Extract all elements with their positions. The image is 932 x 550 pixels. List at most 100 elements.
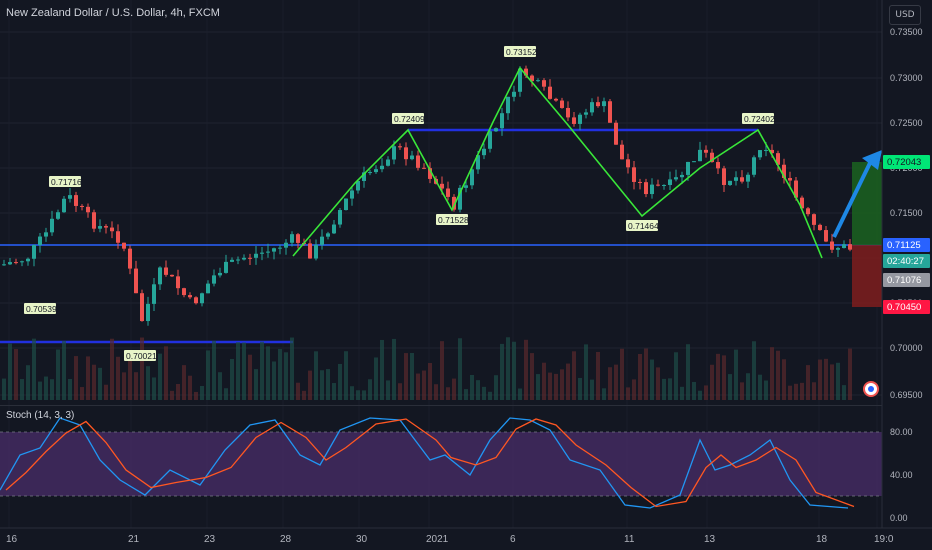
candle-body — [86, 206, 90, 213]
volume-bar — [626, 387, 630, 400]
volume-bar — [14, 349, 18, 400]
candle-body — [20, 261, 24, 263]
candle-body — [326, 233, 330, 237]
volume-bar — [740, 382, 744, 400]
pattern-label: 0.72402 — [742, 113, 775, 124]
volume-bar — [92, 364, 96, 400]
volume-bar — [572, 351, 576, 400]
time-tick: 11 — [624, 534, 635, 545]
candle-body — [230, 259, 234, 262]
candle-body — [128, 248, 132, 269]
candle-body — [848, 244, 852, 250]
volume-bar — [224, 388, 228, 400]
candle-body — [518, 68, 522, 92]
candle-body — [590, 102, 594, 113]
volume-bar — [116, 356, 120, 400]
candle-body — [200, 293, 204, 304]
candle-body — [290, 234, 294, 243]
volume-bar — [494, 375, 498, 400]
pattern-label: 0.72409 — [392, 113, 425, 124]
candle-body — [380, 165, 384, 170]
volume-bar — [458, 338, 462, 400]
time-tick: 13 — [704, 534, 716, 545]
candle-body — [824, 230, 828, 242]
volume-bar — [254, 369, 258, 400]
stoch-pane-separator — [0, 405, 882, 406]
stoch-axis-ticks: 80.00 40.00 0.00 — [890, 427, 913, 523]
volume-bar — [194, 391, 198, 400]
candle-body — [236, 259, 240, 261]
volume-bar — [548, 372, 552, 400]
volume-bar — [608, 367, 612, 400]
volume-bar — [770, 347, 774, 400]
volume-bar — [482, 386, 486, 400]
candle-body — [494, 128, 498, 132]
candle-body — [818, 224, 822, 231]
volume-bar — [698, 390, 702, 400]
stoch-tick: 0.00 — [890, 513, 908, 523]
candle-body — [362, 172, 366, 181]
volume-bar — [836, 362, 840, 400]
svg-text:0.73152: 0.73152 — [506, 47, 537, 57]
volume-bar — [728, 374, 732, 400]
candle-body — [116, 231, 120, 243]
volume-bar — [410, 353, 414, 400]
volume-bar — [404, 353, 408, 400]
stoch-k-line — [0, 417, 849, 509]
candle-body — [74, 195, 78, 206]
candle-body — [644, 182, 648, 195]
volume-bar — [536, 374, 540, 400]
svg-text:0.71528: 0.71528 — [438, 215, 469, 225]
volume-bar — [212, 340, 216, 400]
volume-bar — [290, 337, 294, 400]
candle-body — [776, 153, 780, 165]
volume-bar — [38, 381, 42, 400]
volume-bar — [98, 367, 102, 400]
flag-event-icon[interactable] — [863, 381, 879, 397]
volume-bar — [86, 356, 90, 400]
candle-body — [458, 187, 462, 210]
volume-bar — [530, 353, 534, 400]
volume-bar — [512, 341, 516, 400]
price-label: 02:40:27 — [883, 254, 930, 268]
candle-body — [554, 98, 558, 101]
candle-body — [278, 247, 282, 249]
volume-bar — [176, 383, 180, 400]
svg-text:0.70021: 0.70021 — [126, 351, 157, 361]
currency-button[interactable]: USD — [889, 5, 921, 25]
time-tick: 21 — [128, 534, 140, 545]
candle-body — [440, 183, 444, 189]
pattern-label: 0.70021 — [124, 350, 157, 361]
pattern-label: 0.71716 — [49, 176, 82, 187]
time-axis-ticks: 16 21 23 28 30 2021 6 11 13 18 19:0 — [6, 534, 894, 545]
candle-body — [602, 101, 606, 107]
volume-bar — [440, 341, 444, 400]
candle-body — [770, 149, 774, 154]
volume-bar — [542, 362, 546, 400]
volume-bar — [590, 379, 594, 400]
candle-body — [344, 198, 348, 211]
candle-body — [242, 257, 246, 260]
candle-body — [632, 167, 636, 182]
price-tick: 0.71500 — [890, 208, 923, 218]
stop-loss-zone — [852, 245, 882, 307]
time-tick: 16 — [6, 534, 18, 545]
volume-bar — [776, 350, 780, 400]
volume-bar — [158, 353, 162, 400]
volume-bar — [140, 337, 144, 400]
volume-bar — [284, 352, 288, 400]
volume-bar — [152, 377, 156, 400]
price-label: 0.70450 — [883, 300, 930, 314]
stoch-indicator-label[interactable]: Stoch (14, 3, 3) — [6, 410, 75, 421]
volume-bar — [752, 341, 756, 400]
candle-body — [596, 102, 600, 107]
volume-bar — [68, 379, 72, 400]
candle-body — [542, 80, 546, 87]
volume-bar — [488, 391, 492, 400]
price-tick: 0.73000 — [890, 73, 923, 83]
price-tick: 0.69500 — [890, 390, 923, 400]
volume-bar — [248, 354, 252, 400]
candle-body — [104, 226, 108, 228]
candle-body — [26, 258, 30, 262]
